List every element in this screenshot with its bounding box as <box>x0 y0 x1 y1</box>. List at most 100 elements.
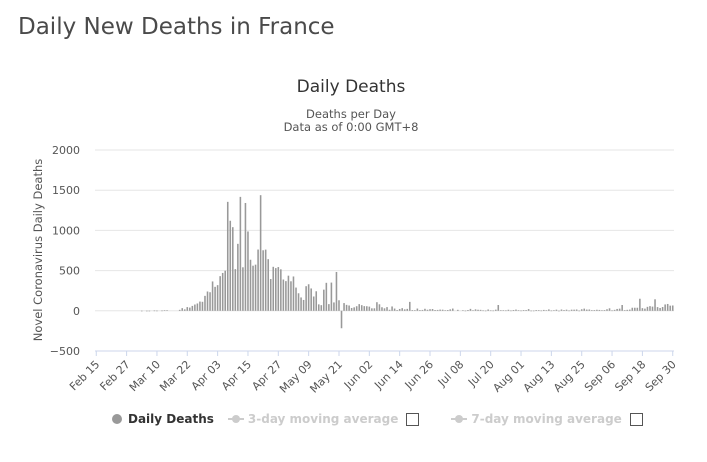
bar-daily-deaths[interactable] <box>140 310 143 312</box>
bar-daily-deaths[interactable] <box>484 310 487 312</box>
bar-daily-deaths[interactable] <box>244 202 247 311</box>
bar-daily-deaths[interactable] <box>505 310 507 312</box>
bar-daily-deaths[interactable] <box>146 310 148 312</box>
bar-daily-deaths[interactable] <box>510 310 512 312</box>
bar-daily-deaths[interactable] <box>166 310 168 311</box>
bar-daily-deaths[interactable] <box>196 303 199 311</box>
bar-daily-deaths[interactable] <box>221 272 224 311</box>
bar-daily-deaths[interactable] <box>457 309 459 311</box>
bar-daily-deaths[interactable] <box>287 275 290 311</box>
bar-daily-deaths[interactable] <box>366 306 368 311</box>
bar-daily-deaths[interactable] <box>153 310 156 312</box>
bar-daily-deaths[interactable] <box>550 310 553 312</box>
bar-daily-deaths[interactable] <box>573 309 575 311</box>
bar-daily-deaths[interactable] <box>388 309 391 311</box>
bar-daily-deaths[interactable] <box>563 310 565 311</box>
bar-daily-deaths[interactable] <box>338 300 340 311</box>
bar-daily-deaths[interactable] <box>646 306 649 311</box>
bar-daily-deaths[interactable] <box>189 307 191 311</box>
bar-daily-deaths[interactable] <box>664 304 666 311</box>
bar-daily-deaths[interactable] <box>254 264 257 311</box>
bar-daily-deaths[interactable] <box>649 306 651 311</box>
bar-daily-deaths[interactable] <box>494 309 497 311</box>
bar-daily-deaths[interactable] <box>628 309 631 311</box>
bar-daily-deaths[interactable] <box>242 267 244 311</box>
bar-daily-deaths[interactable] <box>570 309 573 311</box>
bar-daily-deaths[interactable] <box>502 310 505 311</box>
bar-daily-deaths[interactable] <box>601 310 603 311</box>
bar-daily-deaths[interactable] <box>492 310 495 312</box>
bar-daily-deaths[interactable] <box>419 310 421 311</box>
bar-daily-deaths[interactable] <box>330 282 333 311</box>
bar-daily-deaths[interactable] <box>616 308 618 311</box>
bar-daily-deaths[interactable] <box>401 308 403 311</box>
bar-daily-deaths[interactable] <box>381 307 383 311</box>
bar-daily-deaths[interactable] <box>411 310 414 311</box>
bar-daily-deaths[interactable] <box>525 310 527 311</box>
bar-daily-deaths[interactable] <box>163 310 166 311</box>
bar-daily-deaths[interactable] <box>229 220 232 311</box>
bar-daily-deaths[interactable] <box>360 305 363 311</box>
bar-daily-deaths[interactable] <box>343 303 345 311</box>
bar-daily-deaths[interactable] <box>259 195 262 311</box>
bar-daily-deaths[interactable] <box>302 299 305 311</box>
bar-daily-deaths[interactable] <box>335 271 338 311</box>
bar-daily-deaths[interactable] <box>661 307 664 311</box>
bar-daily-deaths[interactable] <box>386 307 388 311</box>
legend-item-daily-deaths[interactable]: Daily Deaths <box>112 412 214 426</box>
bar-daily-deaths[interactable] <box>636 307 639 311</box>
bar-daily-deaths[interactable] <box>446 310 449 311</box>
bar-daily-deaths[interactable] <box>323 289 325 311</box>
bar-daily-deaths[interactable] <box>439 309 441 311</box>
bar-daily-deaths[interactable] <box>340 310 343 329</box>
bar-daily-deaths[interactable] <box>209 292 211 311</box>
legend-checkbox-3-day[interactable] <box>406 412 420 426</box>
bar-daily-deaths[interactable] <box>191 305 194 311</box>
bar-daily-deaths[interactable] <box>348 305 350 311</box>
bar-daily-deaths[interactable] <box>487 309 489 311</box>
bar-daily-deaths[interactable] <box>312 296 315 311</box>
bar-daily-deaths[interactable] <box>161 310 163 312</box>
bar-daily-deaths[interactable] <box>474 309 477 311</box>
bar-daily-deaths[interactable] <box>603 310 606 311</box>
bar-daily-deaths[interactable] <box>396 310 398 311</box>
bar-daily-deaths[interactable] <box>406 308 409 311</box>
bar-daily-deaths[interactable] <box>434 310 436 311</box>
bar-daily-deaths[interactable] <box>441 309 444 311</box>
bar-daily-deaths[interactable] <box>666 303 669 311</box>
bar-daily-deaths[interactable] <box>315 291 318 311</box>
bar-daily-deaths[interactable] <box>467 310 469 311</box>
bar-daily-deaths[interactable] <box>211 281 214 311</box>
bar-daily-deaths[interactable] <box>527 309 530 311</box>
bar-daily-deaths[interactable] <box>424 308 426 311</box>
bar-daily-deaths[interactable] <box>613 309 616 311</box>
bar-daily-deaths[interactable] <box>639 298 641 311</box>
bar-daily-deaths[interactable] <box>555 309 558 311</box>
bar-daily-deaths[interactable] <box>537 310 540 311</box>
bar-daily-deaths[interactable] <box>264 249 267 311</box>
bar-daily-deaths[interactable] <box>560 309 563 311</box>
bar-daily-deaths[interactable] <box>530 310 532 312</box>
bar-daily-deaths[interactable] <box>515 309 517 311</box>
bar-daily-deaths[interactable] <box>214 286 216 311</box>
bar-daily-deaths[interactable] <box>216 285 219 311</box>
bar-daily-deaths[interactable] <box>520 310 522 312</box>
bar-daily-deaths[interactable] <box>272 266 275 311</box>
bar-daily-deaths[interactable] <box>350 307 353 311</box>
bar-daily-deaths[interactable] <box>623 310 626 311</box>
bar-daily-deaths[interactable] <box>237 243 239 311</box>
bar-daily-deaths[interactable] <box>535 310 537 311</box>
bar-daily-deaths[interactable] <box>469 308 472 311</box>
bar-daily-deaths[interactable] <box>353 307 355 311</box>
bar-daily-deaths[interactable] <box>310 288 312 311</box>
bar-daily-deaths[interactable] <box>598 309 601 311</box>
bar-daily-deaths[interactable] <box>373 308 376 311</box>
bar-daily-deaths[interactable] <box>545 310 548 311</box>
bar-daily-deaths[interactable] <box>553 310 555 311</box>
bar-daily-deaths[interactable] <box>277 267 280 311</box>
bar-daily-deaths[interactable] <box>588 309 591 311</box>
bar-daily-deaths[interactable] <box>393 308 396 311</box>
bar-daily-deaths[interactable] <box>363 306 366 311</box>
bar-daily-deaths[interactable] <box>631 307 634 311</box>
bar-daily-deaths[interactable] <box>275 268 277 311</box>
